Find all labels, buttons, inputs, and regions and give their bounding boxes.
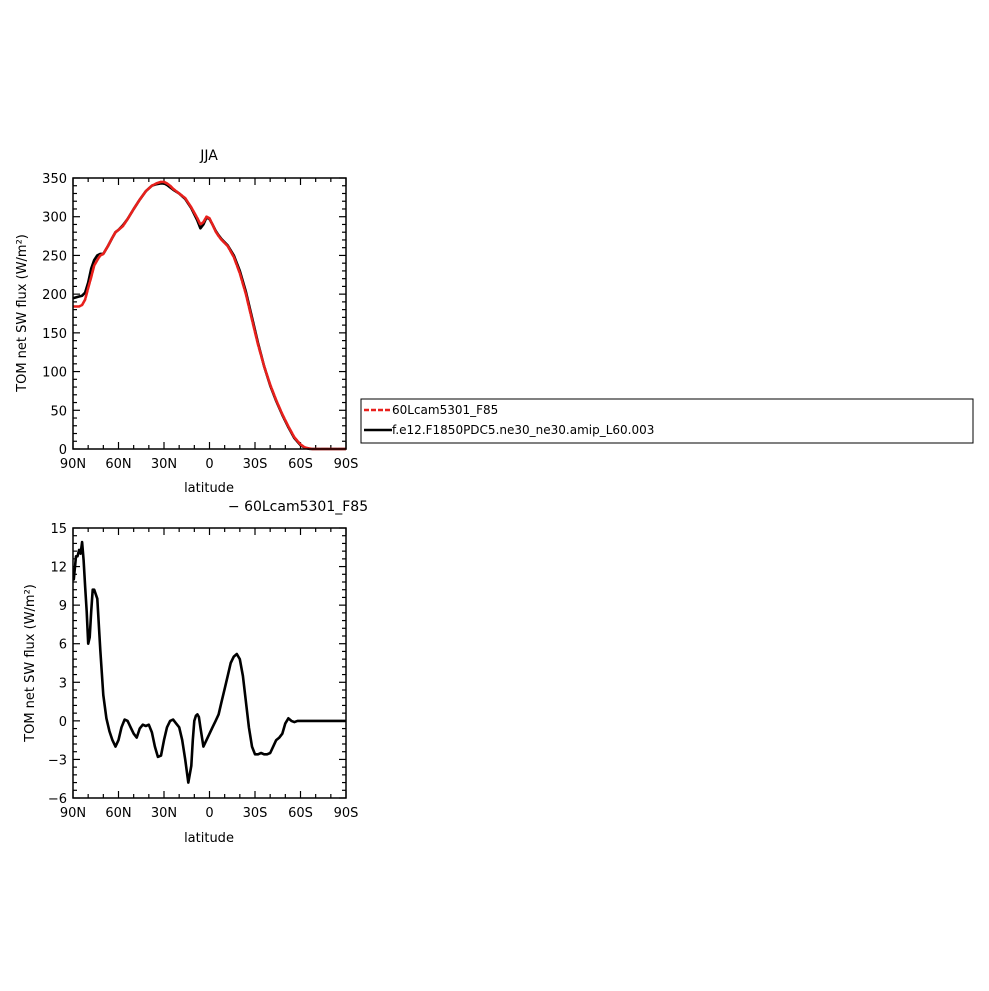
y-tick-label: 0 bbox=[59, 443, 67, 458]
y-tick-label: 12 bbox=[50, 561, 67, 576]
top-panel-title: JJA bbox=[199, 148, 218, 164]
x-tick-label: 30S bbox=[243, 457, 268, 472]
top-panel-lines bbox=[72, 180, 347, 451]
bottom-panel: − 60Lcam5301_F85 90N 60N 30N 0 30S 60S 90S −6 −3… bbox=[23, 499, 368, 846]
bottom-panel-ticks: 90N 60N 30N 0 30S 60S 90S −6 −3 0 3 6 9 12 15 bbox=[48, 522, 359, 821]
bottom-panel-ylabel: TOM net SW flux (W/m²) bbox=[23, 584, 38, 743]
y-tick-label: −3 bbox=[48, 753, 67, 768]
x-tick-label: 90N bbox=[60, 806, 86, 821]
top-panel: JJA 90N 60N 30N 0 30S 60S 90S 0 50 100 150 200 250 30… bbox=[15, 148, 358, 496]
y-tick-label: 350 bbox=[42, 172, 67, 187]
x-tick-label: 90N bbox=[60, 457, 86, 472]
y-tick-label: 6 bbox=[59, 638, 67, 653]
x-tick-label: 30N bbox=[151, 806, 177, 821]
y-tick-label: 200 bbox=[42, 288, 67, 303]
legend-entry-1: 60Lcam5301_F85 bbox=[392, 403, 498, 417]
legend-box bbox=[360, 398, 974, 444]
x-tick-label: 0 bbox=[205, 806, 213, 821]
y-tick-label: −6 bbox=[48, 792, 67, 807]
bottom-panel-frame bbox=[72, 527, 347, 799]
series-line-2 bbox=[72, 182, 347, 451]
x-tick-label: 60N bbox=[105, 457, 131, 472]
y-tick-label: 100 bbox=[42, 366, 67, 381]
y-tick-label: 3 bbox=[59, 676, 67, 691]
top-panel-xlabel: latitude bbox=[184, 481, 234, 496]
top-panel-ticks: 90N 60N 30N 0 30S 60S 90S 0 50 100 150 200 250 300 350 bbox=[42, 172, 358, 472]
y-tick-label: 300 bbox=[42, 211, 67, 226]
top-panel-ylabel: TOM net SW flux (W/m²) bbox=[15, 234, 30, 393]
y-tick-label: 0 bbox=[59, 715, 67, 730]
series-line-1 bbox=[72, 540, 347, 784]
y-tick-label: 15 bbox=[50, 522, 67, 537]
legend-entry-2: f.e12.F1850PDC5.ne30_ne30.amip_L60.003 bbox=[392, 423, 654, 437]
top-panel-frame bbox=[72, 177, 347, 450]
y-tick-label: 9 bbox=[59, 599, 67, 614]
x-tick-label: 30N bbox=[151, 457, 177, 472]
series-line-1 bbox=[72, 180, 347, 451]
bottom-panel-xlabel: latitude bbox=[184, 831, 234, 846]
y-tick-label: 50 bbox=[50, 404, 67, 419]
legend: 60Lcam5301_F85 f.e12.F1850PDC5.ne30_ne30… bbox=[360, 398, 974, 444]
bottom-panel-title: − 60Lcam5301_F85 bbox=[228, 499, 368, 515]
y-tick-label: 250 bbox=[42, 249, 67, 264]
x-tick-label: 30S bbox=[243, 806, 268, 821]
x-tick-label: 90S bbox=[334, 457, 359, 472]
bottom-panel-lines bbox=[72, 540, 347, 784]
x-tick-label: 60S bbox=[288, 457, 313, 472]
x-tick-label: 0 bbox=[205, 457, 213, 472]
y-tick-label: 150 bbox=[42, 327, 67, 342]
x-tick-label: 60S bbox=[288, 806, 313, 821]
x-tick-label: 60N bbox=[105, 806, 131, 821]
x-tick-label: 90S bbox=[334, 806, 359, 821]
